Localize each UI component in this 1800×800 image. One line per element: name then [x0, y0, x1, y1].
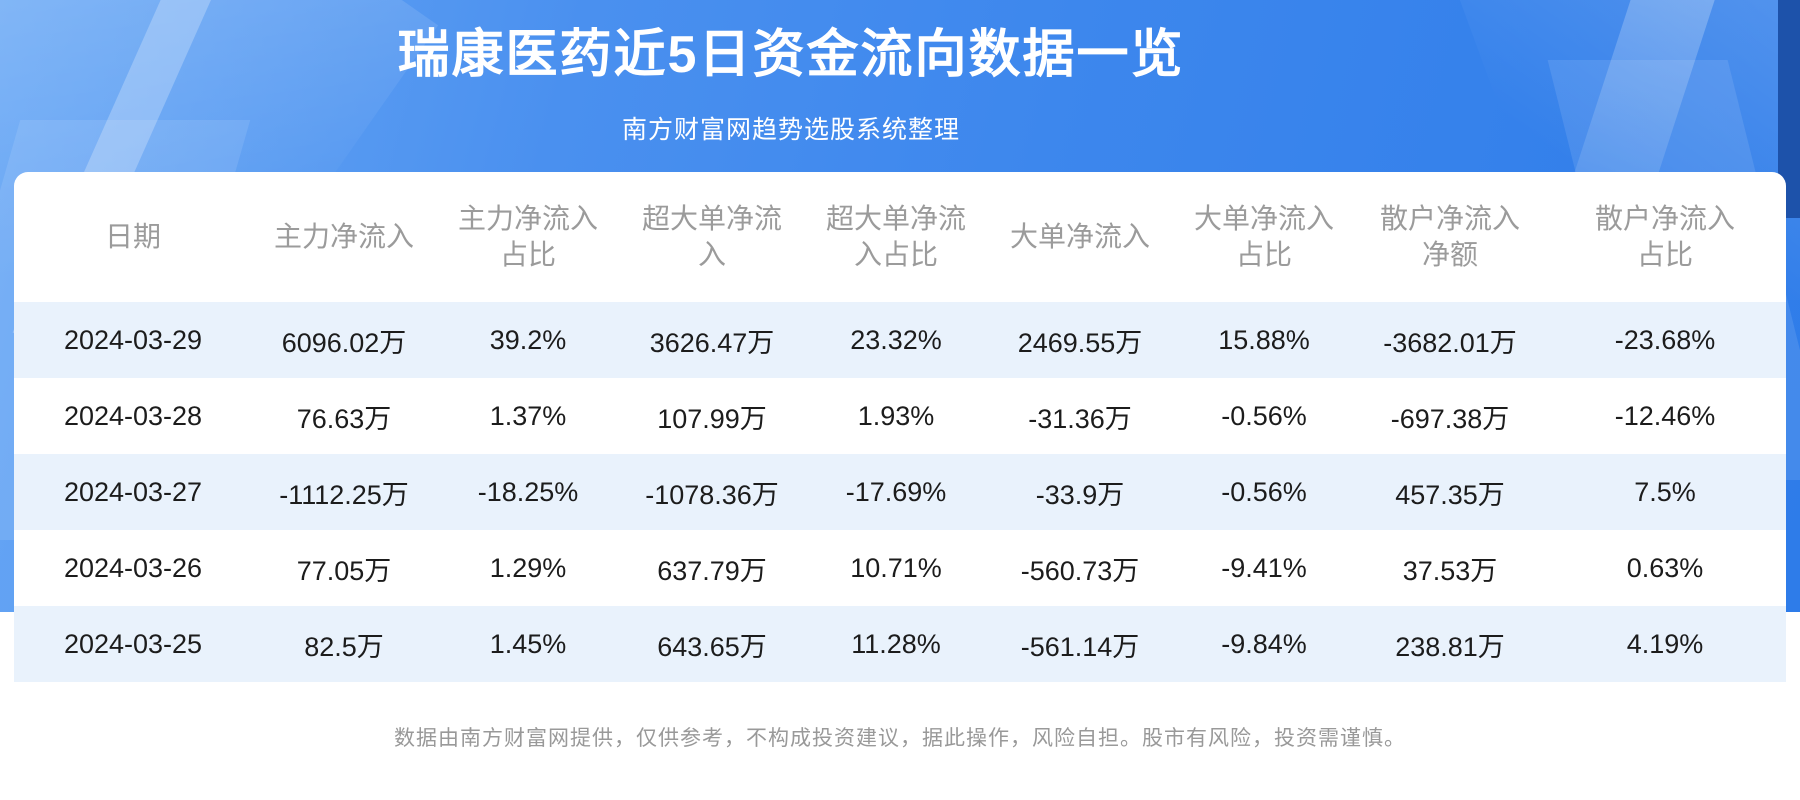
value-cell: 39.2%	[489, 324, 567, 355]
column-header: 大单净流入	[1009, 221, 1150, 252]
page-title: 瑞康医药近5日资金流向数据一览	[397, 26, 1185, 84]
value-cell: 76.63万	[296, 403, 392, 434]
date-cell: 2024-03-28	[63, 400, 203, 431]
value-cell: -12.46%	[1614, 400, 1716, 431]
value-cell: 3626.47万	[649, 327, 775, 358]
value-cell: -560.73万	[1020, 555, 1140, 586]
value-cell: -561.14万	[1020, 631, 1140, 662]
value-cell: -9.84%	[1221, 628, 1307, 659]
data-card: 南方财富网 Southmoney.com 日期 主力净流入 主力净流入占比 超大单净流…	[14, 172, 1786, 800]
value-cell: 637.79万	[657, 555, 767, 586]
value-cell: -23.68%	[1614, 324, 1716, 355]
value-cell: 107.99万	[657, 403, 767, 434]
table-row: 2024-03-25 82.5万 1.45% 643.65万 11.28% -561.14…	[14, 606, 1786, 682]
value-cell: -9.41%	[1221, 552, 1307, 583]
value-cell: 1.45%	[489, 628, 567, 659]
table-body: 2024-03-29 6096.02万 39.2% 3626.47万 23.32% 246…	[14, 302, 1786, 682]
value-cell: 82.5万	[304, 631, 384, 662]
column-header: 日期	[104, 221, 161, 252]
value-cell: -33.9万	[1035, 479, 1125, 510]
table-row: 2024-03-29 6096.02万 39.2% 3626.47万 23.32% 246…	[14, 302, 1786, 378]
table-row: 2024-03-26 77.05万 1.29% 637.79万 10.71% -560.7…	[14, 530, 1786, 606]
value-cell: 0.63%	[1626, 552, 1704, 583]
value-cell: 4.19%	[1626, 628, 1704, 659]
value-cell: 1.29%	[489, 552, 567, 583]
value-cell: 10.71%	[850, 552, 942, 583]
column-header: 散户净流入占比	[1594, 203, 1735, 270]
value-cell: 7.5%	[1634, 476, 1696, 507]
date-cell: 2024-03-27	[63, 476, 203, 507]
value-cell: 2469.55万	[1017, 327, 1143, 358]
watermark-chinese: 南方财富网	[554, 408, 1084, 508]
disclaimer: 数据由南方财富网提供，仅供参考，不构成投资建议，据此操作，风险自担。股市有风险，…	[394, 727, 1406, 750]
header-text-block: 瑞康医药近5日资金流向数据一览 南方财富网趋势选股系统整理	[0, 0, 1800, 146]
value-cell: 77.05万	[296, 555, 392, 586]
column-header: 散户净流入净额	[1379, 203, 1520, 270]
column-header: 主力净流入	[273, 221, 414, 252]
value-cell: -0.56%	[1221, 476, 1307, 507]
value-cell: 643.65万	[657, 631, 767, 662]
value-cell: 1.93%	[857, 400, 935, 431]
value-cell: -1078.36万	[645, 479, 779, 510]
header-row: 日期 主力净流入 主力净流入占比 超大单净流入 超大单净流入占比 大单净流入 大单净流入占比…	[14, 172, 1786, 302]
value-cell: -18.25%	[477, 476, 579, 507]
value-cell: -1112.25万	[279, 479, 409, 510]
date-cell: 2024-03-25	[63, 628, 203, 659]
value-cell: 11.28%	[851, 628, 941, 659]
value-cell: 238.81万	[1395, 631, 1505, 662]
table-row: 2024-03-27 -1112.25万 -18.25% -1078.36万 -17.6…	[14, 454, 1786, 530]
value-cell: -17.69%	[845, 476, 947, 507]
value-cell: -31.36万	[1028, 403, 1132, 434]
value-cell: 1.37%	[489, 400, 567, 431]
column-header: 超大单净流入占比	[825, 203, 966, 270]
value-cell: 6096.02万	[281, 327, 407, 358]
value-cell: 15.88%	[1218, 324, 1310, 355]
value-cell: 23.32%	[850, 324, 942, 355]
page-subtitle: 南方财富网趋势选股系统整理	[621, 116, 960, 144]
value-cell: -3682.01万	[1383, 327, 1517, 358]
date-cell: 2024-03-26	[63, 552, 203, 583]
value-cell: 457.35万	[1395, 479, 1505, 510]
watermark-english: Southmoney.com	[519, 440, 1223, 638]
column-header: 超大单净流入	[641, 203, 782, 270]
fund-flow-table: 日期 主力净流入 主力净流入占比 超大单净流入 超大单净流入占比 大单净流入 大单净流入占比…	[14, 172, 1786, 682]
date-cell: 2024-03-29	[63, 324, 203, 355]
table-header: 日期 主力净流入 主力净流入占比 超大单净流入 超大单净流入占比 大单净流入 大单净流入占比…	[14, 172, 1786, 302]
value-cell: -0.56%	[1221, 400, 1307, 431]
column-header: 大单净流入占比	[1193, 203, 1334, 270]
decorative-edge-dark	[1778, 0, 1800, 218]
value-cell: -697.38万	[1390, 403, 1510, 434]
column-header: 主力净流入占比	[457, 203, 598, 270]
table-row: 2024-03-28 76.63万 1.37% 107.99万 1.93% -31.36万…	[14, 378, 1786, 454]
value-cell: 37.53万	[1402, 555, 1498, 586]
